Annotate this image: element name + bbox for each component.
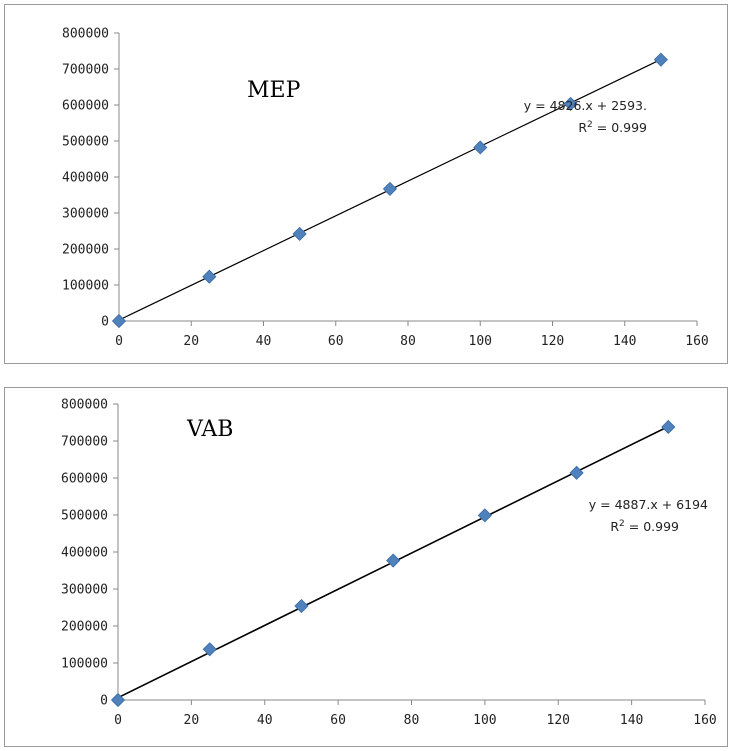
x-axis-ticks: 0 20 40 60 80 100 120 140 160 <box>114 700 717 728</box>
y-tick-label: 200000 <box>62 243 109 258</box>
chart-title: VAB <box>186 417 233 442</box>
r-superscript: 2 <box>587 120 593 130</box>
x-tick-label: 20 <box>184 713 200 728</box>
x-tick-label: 80 <box>404 713 420 728</box>
y-tick-label: 700000 <box>61 435 108 450</box>
x-axis-ticks: 0 20 40 60 80 100 120 140 160 <box>115 321 709 349</box>
y-tick-label: 800000 <box>62 27 109 42</box>
x-tick-label: 120 <box>541 334 564 349</box>
r-squared-label: R2 = 0.999 <box>578 120 647 135</box>
data-point <box>202 269 217 284</box>
y-axis-ticks: 0 100000 200000 300000 400000 500000 600000 700… <box>61 398 118 709</box>
y-tick-label: 400000 <box>61 546 108 561</box>
x-tick-label: 40 <box>256 334 272 349</box>
data-point <box>110 692 126 708</box>
x-tick-label: 40 <box>257 713 273 728</box>
r-superscript: 2 <box>619 519 625 529</box>
data-point <box>661 419 676 435</box>
trendline-equation: y = 4826.x + 2593. <box>524 98 647 113</box>
y-tick-label: 100000 <box>62 279 109 294</box>
data-points <box>110 419 676 708</box>
mep-chart: 0 100000 200000 300000 400000 500000 600000 700… <box>62 27 709 350</box>
data-point <box>111 313 127 329</box>
x-tick-label: 160 <box>693 713 716 728</box>
x-tick-label: 0 <box>115 334 123 349</box>
x-tick-label: 140 <box>620 713 643 728</box>
x-tick-label: 80 <box>400 334 416 349</box>
data-point <box>292 226 307 241</box>
data-points <box>111 52 668 329</box>
trendline-equation: y = 4887.x + 6194 <box>589 497 708 512</box>
r-squared-value: = 0.999 <box>625 519 679 534</box>
x-tick-label: 60 <box>330 713 346 728</box>
data-point <box>569 465 584 480</box>
x-tick-label: 100 <box>469 334 492 349</box>
y-tick-label: 600000 <box>62 99 109 114</box>
data-point <box>477 508 492 523</box>
y-tick-label: 0 <box>100 694 108 709</box>
data-point <box>473 140 488 155</box>
data-point <box>294 598 309 614</box>
y-tick-label: 200000 <box>61 620 108 635</box>
r-squared-value: = 0.999 <box>593 120 647 135</box>
y-tick-label: 800000 <box>61 398 108 413</box>
vab-chart: 0 100000 200000 300000 400000 500000 600000 700… <box>61 398 717 729</box>
chart-title: MEP <box>247 78 301 103</box>
r-squared-label: R2 = 0.999 <box>610 519 679 534</box>
x-tick-label: 20 <box>183 334 199 349</box>
x-tick-label: 60 <box>328 334 344 349</box>
x-tick-label: 160 <box>685 334 708 349</box>
y-tick-label: 400000 <box>62 171 109 186</box>
data-point <box>202 642 217 657</box>
y-tick-label: 500000 <box>62 135 109 150</box>
data-point <box>563 96 578 111</box>
y-tick-label: 100000 <box>61 657 108 672</box>
data-point <box>382 181 398 196</box>
x-tick-label: 120 <box>547 713 570 728</box>
vab-chart-panel: 0 100000 200000 300000 400000 500000 600000 700… <box>4 387 728 747</box>
x-tick-label: 0 <box>114 713 122 728</box>
data-point <box>386 553 401 568</box>
y-tick-label: 500000 <box>61 509 108 524</box>
y-tick-label: 0 <box>101 315 109 330</box>
x-tick-label: 140 <box>613 334 636 349</box>
y-axis-ticks: 0 100000 200000 300000 400000 500000 600000 700… <box>62 27 119 330</box>
y-tick-label: 300000 <box>61 583 108 598</box>
r-label: R <box>578 120 587 135</box>
x-tick-label: 100 <box>473 713 496 728</box>
data-point <box>653 52 668 67</box>
r-label: R <box>610 519 619 534</box>
y-tick-label: 700000 <box>62 63 109 78</box>
y-tick-label: 300000 <box>62 207 109 222</box>
y-tick-label: 600000 <box>61 472 108 487</box>
mep-chart-panel: 0 100000 200000 300000 400000 500000 600000 700… <box>4 4 728 364</box>
